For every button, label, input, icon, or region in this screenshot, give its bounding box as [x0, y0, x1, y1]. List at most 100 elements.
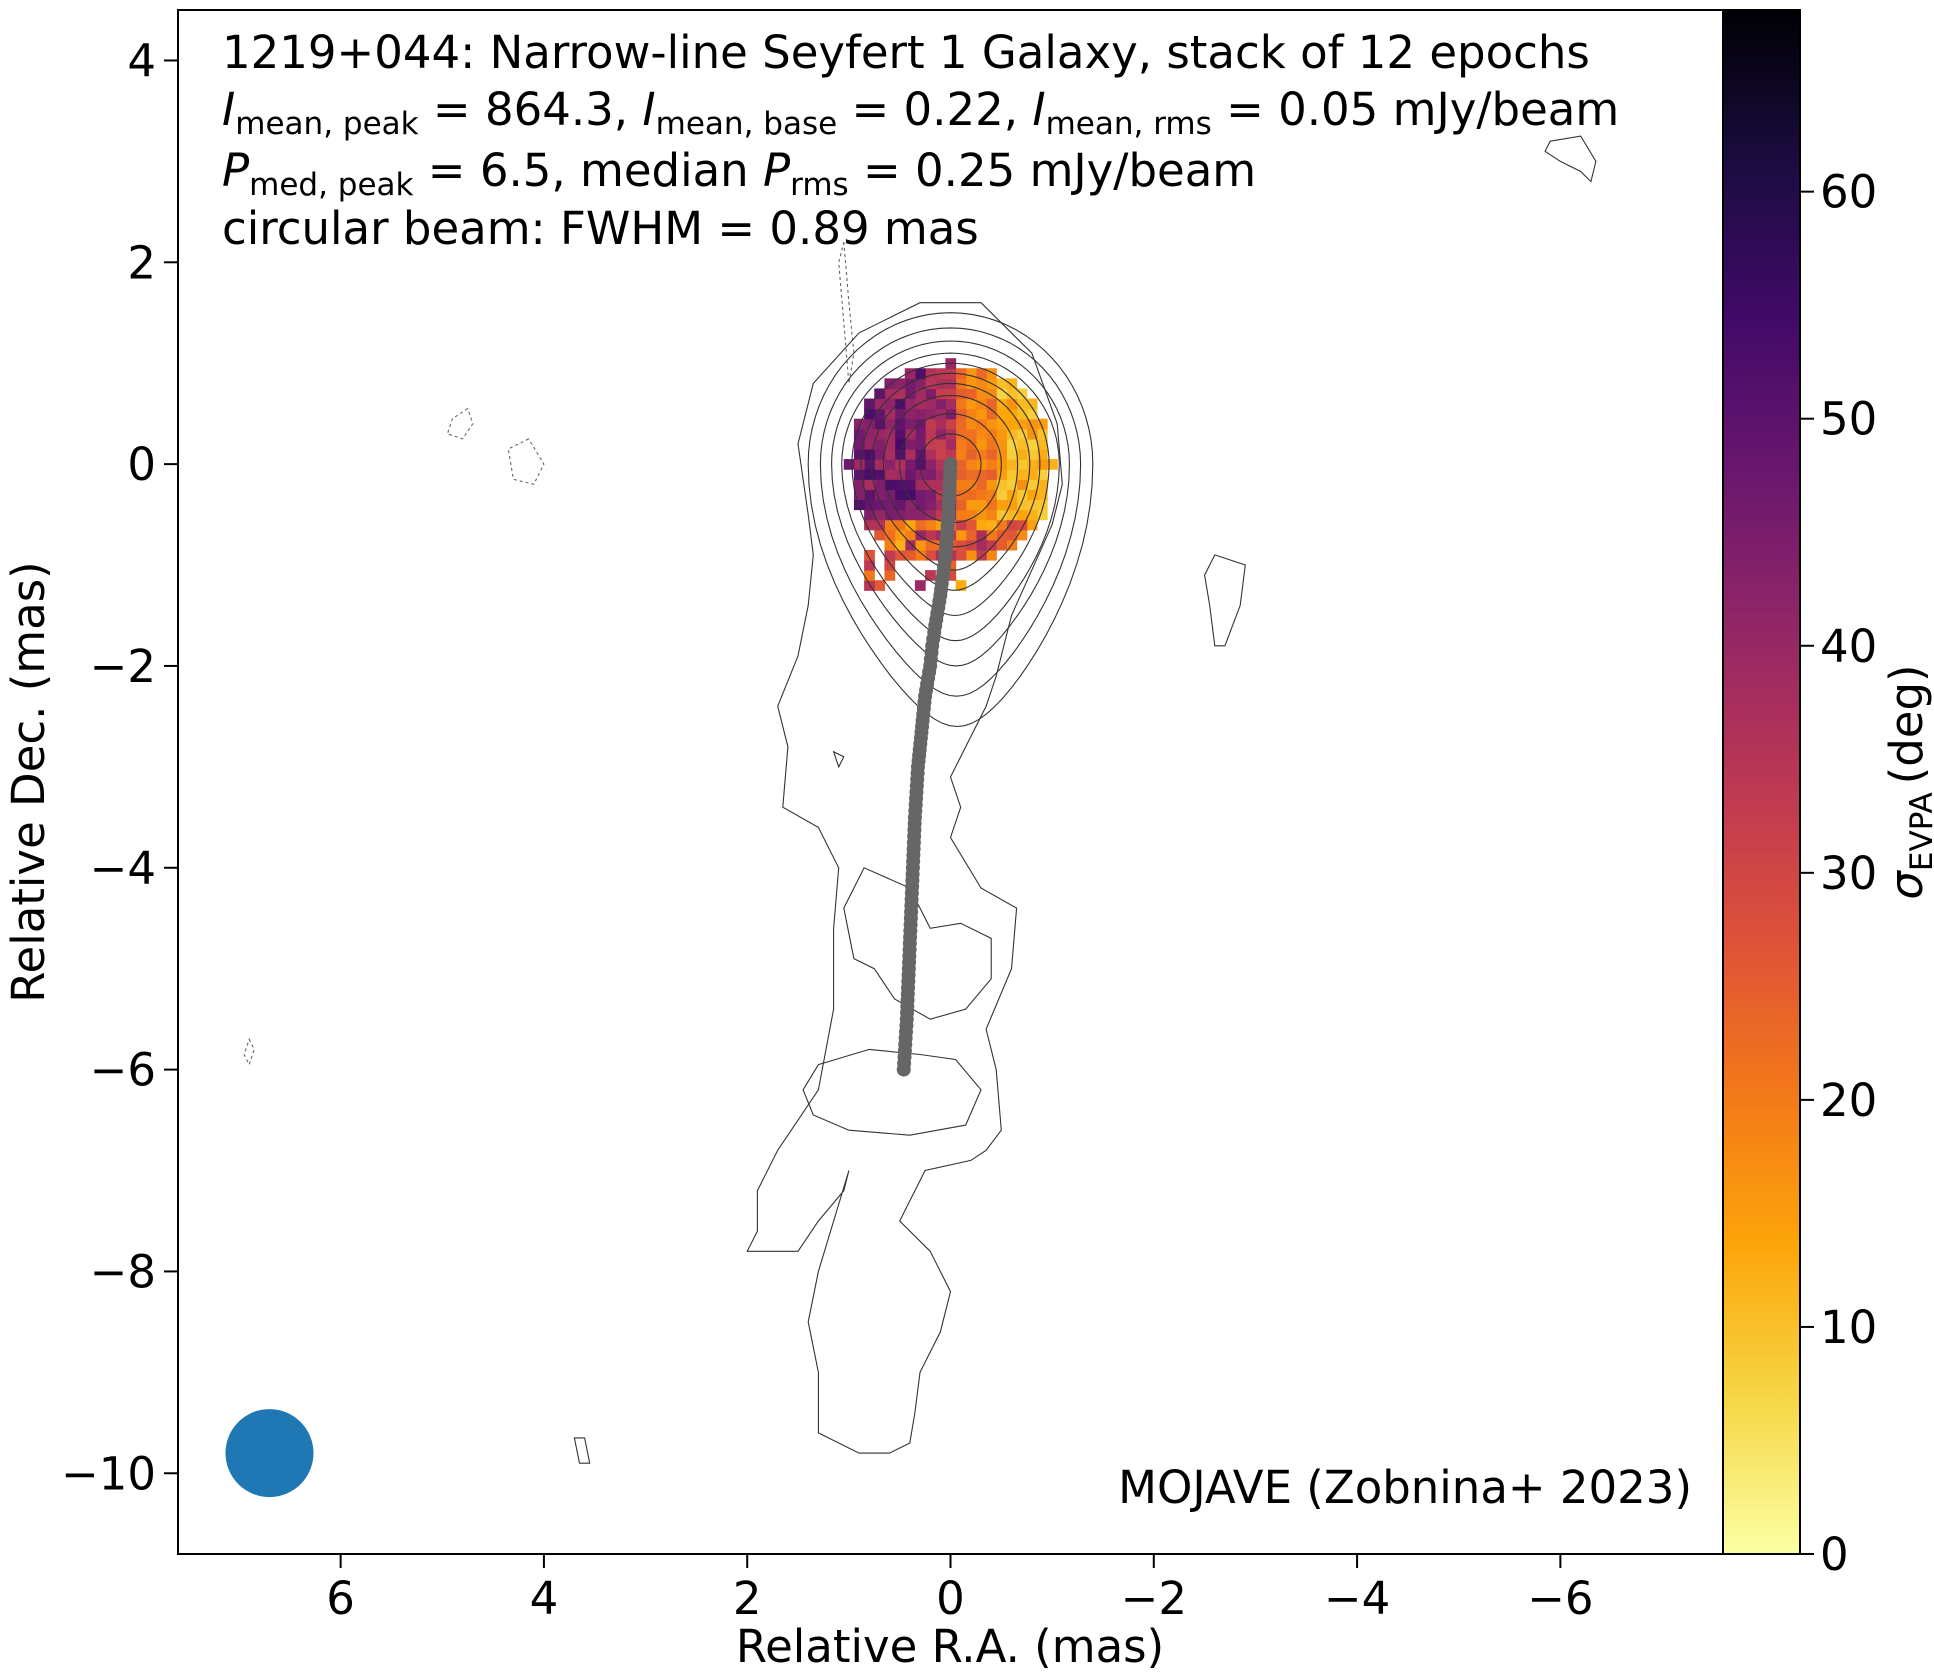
- pol-pixel: [925, 388, 936, 400]
- pol-pixel: [853, 438, 865, 450]
- pol-pixel: [904, 459, 916, 470]
- pol-pixel: [1006, 388, 1018, 400]
- pol-pixel: [996, 539, 1008, 551]
- pol-pixel: [965, 519, 977, 531]
- pol-pixel: [945, 448, 957, 460]
- pol-pixel: [1026, 398, 1038, 410]
- pol-pixel: [864, 549, 875, 561]
- pol-pixel: [935, 388, 947, 400]
- pol-pixel: [904, 448, 916, 460]
- pol-pixel: [955, 580, 967, 591]
- pol-pixel: [1036, 428, 1048, 440]
- pol-pixel: [1036, 499, 1048, 511]
- pol-pixel: [1026, 509, 1038, 521]
- pol-pixel: [904, 529, 916, 541]
- pol-pixel: [1006, 448, 1018, 460]
- pol-pixel: [955, 479, 967, 490]
- pol-pixel: [965, 448, 977, 460]
- unit: mJy/beam: [1029, 144, 1257, 197]
- contour-line: [843, 867, 992, 1020]
- pol-pixel: [853, 479, 865, 490]
- pol-pixel: [884, 549, 896, 561]
- pol-pixel: [1016, 398, 1028, 410]
- pol-pixel: [965, 539, 977, 551]
- x-tick-label: 2: [733, 1572, 762, 1625]
- pol-pixel: [986, 499, 997, 511]
- pol-pixel: [996, 448, 1008, 460]
- pol-pixel: [914, 368, 926, 379]
- contour-line: [807, 312, 1094, 728]
- pol-pixel: [884, 398, 896, 410]
- contour-line: [507, 438, 545, 485]
- ridge-point: [896, 1062, 911, 1077]
- pol-pixel: [1006, 499, 1018, 511]
- pol-pixel: [1016, 388, 1028, 400]
- pol-pixel: [925, 479, 936, 490]
- pol-pixel: [955, 529, 967, 541]
- pol-pixel: [853, 499, 865, 511]
- pol-pixel: [935, 469, 947, 480]
- pol-pixel: [894, 519, 906, 531]
- pol-pixel: [894, 378, 906, 390]
- pol-pixel: [904, 469, 916, 480]
- pol-pixel: [1026, 438, 1038, 450]
- x-axis-label: Relative R.A. (mas): [736, 1620, 1164, 1673]
- pol-pixel: [884, 499, 896, 511]
- pol-pixel: [935, 398, 947, 410]
- pol-pixel: [986, 469, 997, 480]
- pol-pixel: [884, 388, 896, 400]
- pol-pixel: [986, 418, 997, 430]
- pol-pixel: [874, 438, 886, 450]
- pol-pixel: [996, 388, 1008, 400]
- pol-pixel: [864, 559, 875, 571]
- base-value: 0.22: [903, 83, 1004, 136]
- pol-pixel: [975, 529, 987, 541]
- pol-pixel: [884, 408, 896, 420]
- pol-pixel: [935, 499, 947, 511]
- unit: mJy/beam: [1392, 83, 1620, 136]
- pol-pixel: [955, 398, 967, 410]
- y-tick-label: 0: [127, 438, 156, 491]
- pol-pixel: [1036, 469, 1048, 480]
- pol-pixel: [853, 489, 865, 501]
- colorbar-tick-label: 50: [1820, 393, 1877, 446]
- pol-pixel: [955, 388, 967, 400]
- pol-pixel: [853, 448, 865, 460]
- pol-pixel: [975, 539, 987, 551]
- pol-pixel: [925, 448, 936, 460]
- pol-pixel: [925, 499, 936, 511]
- pol-pixel: [914, 469, 926, 480]
- pol-pixel: [986, 489, 997, 501]
- pol-pixel: [884, 519, 896, 531]
- pol-pixel: [853, 459, 865, 470]
- pol-pixel: [935, 479, 947, 490]
- pol-pixel: [986, 529, 997, 541]
- pol-pixel: [1026, 448, 1038, 460]
- pol-pixel: [935, 438, 947, 450]
- pol-pixel: [1016, 509, 1028, 521]
- pol-pixel: [945, 398, 957, 410]
- pol-pixel: [935, 459, 947, 470]
- pol-pixel: [914, 479, 926, 490]
- contour-line: [860, 372, 1041, 591]
- title-line-3: Pmed, peak = 6.5, median Prms = 0.25 mJy…: [222, 144, 1257, 203]
- pol-pixel: [1026, 428, 1038, 440]
- pol-pixel: [935, 428, 947, 440]
- pol-pixel: [925, 418, 936, 430]
- pol-pixel: [925, 408, 936, 420]
- y-axis-label: Relative Dec. (mas): [2, 561, 55, 1002]
- pol-pixel: [965, 428, 977, 440]
- intensity-symbol: I: [642, 83, 656, 136]
- pol-pixel: [874, 448, 886, 460]
- pol-pixel: [1047, 459, 1058, 470]
- y-tick-label: −10: [61, 1447, 156, 1500]
- y-tick-label: −4: [90, 842, 156, 895]
- credit-text: MOJAVE (Zobnina+ 2023): [1118, 1461, 1692, 1514]
- pol-pixel: [986, 438, 997, 450]
- pol-pixel: [894, 489, 906, 501]
- contour-line: [882, 394, 1019, 548]
- pol-pixel: [874, 408, 886, 420]
- pol-pixel: [986, 549, 997, 561]
- pol-pixel: [914, 398, 926, 410]
- pol-pixel: [904, 499, 916, 511]
